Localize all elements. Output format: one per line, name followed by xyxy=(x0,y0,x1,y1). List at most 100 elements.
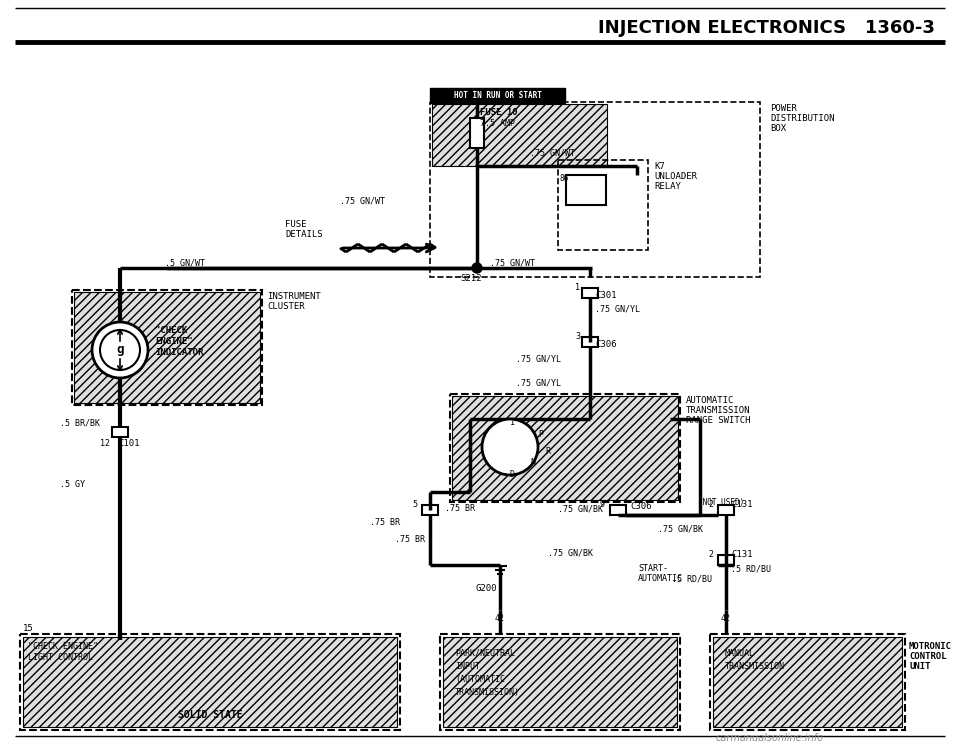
Bar xyxy=(710,634,905,730)
Text: LIGHT CONTROL: LIGHT CONTROL xyxy=(28,653,93,662)
Text: .75 BR: .75 BR xyxy=(445,504,475,513)
Text: .75 GN/BK: .75 GN/BK xyxy=(658,524,703,533)
Text: PARK/NEUTRAL: PARK/NEUTRAL xyxy=(455,649,515,658)
Text: CONTROL: CONTROL xyxy=(909,652,947,661)
Circle shape xyxy=(472,263,482,273)
Text: AUTOMATIC: AUTOMATIC xyxy=(686,396,734,405)
Text: C131: C131 xyxy=(731,500,753,509)
Text: 1: 1 xyxy=(510,418,515,427)
Bar xyxy=(20,634,400,730)
Bar xyxy=(713,637,902,727)
Text: "CHECK ENGINE": "CHECK ENGINE" xyxy=(28,642,98,651)
Bar xyxy=(718,505,734,515)
Circle shape xyxy=(482,419,538,475)
Bar xyxy=(112,427,128,437)
Text: .75 GN/BK: .75 GN/BK xyxy=(558,504,603,513)
Text: INSTRUMENT: INSTRUMENT xyxy=(267,292,321,301)
Text: .75 GN/YL: .75 GN/YL xyxy=(516,355,561,364)
Bar xyxy=(582,288,598,298)
Text: (AUTOMATIC: (AUTOMATIC xyxy=(455,675,505,684)
Text: 12: 12 xyxy=(100,439,110,448)
Text: carmanualsonline.info: carmanualsonline.info xyxy=(716,733,824,743)
Bar xyxy=(72,290,262,405)
Text: 3: 3 xyxy=(575,332,580,341)
Text: C306: C306 xyxy=(630,502,652,511)
Text: 42: 42 xyxy=(721,614,731,623)
Text: G200: G200 xyxy=(475,584,496,593)
Bar xyxy=(430,88,565,103)
Bar xyxy=(443,637,677,727)
Bar xyxy=(74,292,260,403)
Text: INJECTION ELECTRONICS   1360-3: INJECTION ELECTRONICS 1360-3 xyxy=(598,19,935,37)
Text: MOTRONIC: MOTRONIC xyxy=(909,642,952,651)
Text: INDICATOR: INDICATOR xyxy=(155,348,204,357)
Text: C306: C306 xyxy=(595,340,616,349)
Text: .75 GN/WT: .75 GN/WT xyxy=(490,258,535,267)
Text: DISTRIBUTION: DISTRIBUTION xyxy=(770,114,834,123)
Text: .5 RD/BU: .5 RD/BU xyxy=(731,565,771,574)
Text: "CHECK: "CHECK xyxy=(155,326,187,335)
Bar xyxy=(582,337,598,347)
Bar xyxy=(558,160,648,250)
Text: g: g xyxy=(116,343,124,357)
Text: 7.5 AMP: 7.5 AMP xyxy=(480,119,515,128)
Text: DETAILS: DETAILS xyxy=(285,230,323,239)
Text: RELAY: RELAY xyxy=(654,182,681,191)
Text: FUSE 10: FUSE 10 xyxy=(480,108,517,117)
Text: 2: 2 xyxy=(708,500,713,509)
Text: 2: 2 xyxy=(708,550,713,559)
Text: C131: C131 xyxy=(731,550,753,559)
Text: .5 BR/BK: .5 BR/BK xyxy=(60,418,100,427)
Bar xyxy=(470,118,484,148)
Text: UNLOADER: UNLOADER xyxy=(654,172,697,181)
Text: .75 GN/BK: .75 GN/BK xyxy=(548,548,593,557)
Text: C301: C301 xyxy=(595,291,616,300)
Text: HOT IN RUN OR START: HOT IN RUN OR START xyxy=(453,91,541,100)
Bar xyxy=(450,394,680,502)
Text: MANUAL: MANUAL xyxy=(725,649,755,658)
Text: FUSE: FUSE xyxy=(285,220,306,229)
Bar xyxy=(23,637,397,727)
Text: 5: 5 xyxy=(412,500,417,509)
Text: TRANSMISSION: TRANSMISSION xyxy=(725,662,785,671)
Text: CLUSTER: CLUSTER xyxy=(267,302,304,311)
Bar xyxy=(440,634,680,730)
Text: .5 RD/BU: .5 RD/BU xyxy=(672,574,712,583)
Text: 9: 9 xyxy=(600,500,605,509)
Text: P: P xyxy=(538,430,543,439)
Text: START-: START- xyxy=(638,564,668,573)
Bar xyxy=(566,175,606,205)
Text: .75 BR: .75 BR xyxy=(370,518,400,527)
Text: K7: K7 xyxy=(654,162,664,171)
Text: BOX: BOX xyxy=(770,124,786,133)
Text: INPUT: INPUT xyxy=(455,662,480,671)
Text: N: N xyxy=(530,458,535,467)
Text: POWER: POWER xyxy=(770,104,797,113)
Text: R: R xyxy=(545,447,550,456)
Text: TRANSMISSION: TRANSMISSION xyxy=(686,406,751,415)
Bar xyxy=(422,505,438,515)
Text: .75 BR: .75 BR xyxy=(395,535,425,544)
Text: C101: C101 xyxy=(118,439,139,448)
Bar xyxy=(430,102,760,277)
Circle shape xyxy=(92,322,148,378)
Text: D: D xyxy=(510,470,515,479)
Text: .5 GN/WT: .5 GN/WT xyxy=(165,258,205,267)
Text: 15: 15 xyxy=(23,624,34,633)
Text: .75 GN/YL: .75 GN/YL xyxy=(595,305,640,314)
Text: TRANSMISSION): TRANSMISSION) xyxy=(455,688,520,697)
Text: 1: 1 xyxy=(575,283,580,292)
Bar xyxy=(718,555,734,565)
Text: SOLID STATE: SOLID STATE xyxy=(178,710,242,720)
Text: ENGINE": ENGINE" xyxy=(155,337,193,346)
Bar xyxy=(452,396,678,500)
Text: .5 GY: .5 GY xyxy=(60,480,85,489)
Bar xyxy=(610,505,626,515)
Text: .75 GN/YL: .75 GN/YL xyxy=(516,378,561,387)
Text: 42: 42 xyxy=(495,614,505,623)
Text: .75 GN/WT: .75 GN/WT xyxy=(340,196,385,205)
Text: UNIT: UNIT xyxy=(909,662,930,671)
Text: .75 GN/WT: .75 GN/WT xyxy=(530,148,575,157)
Text: 86: 86 xyxy=(560,174,569,183)
Text: (NOT USED): (NOT USED) xyxy=(698,498,744,507)
